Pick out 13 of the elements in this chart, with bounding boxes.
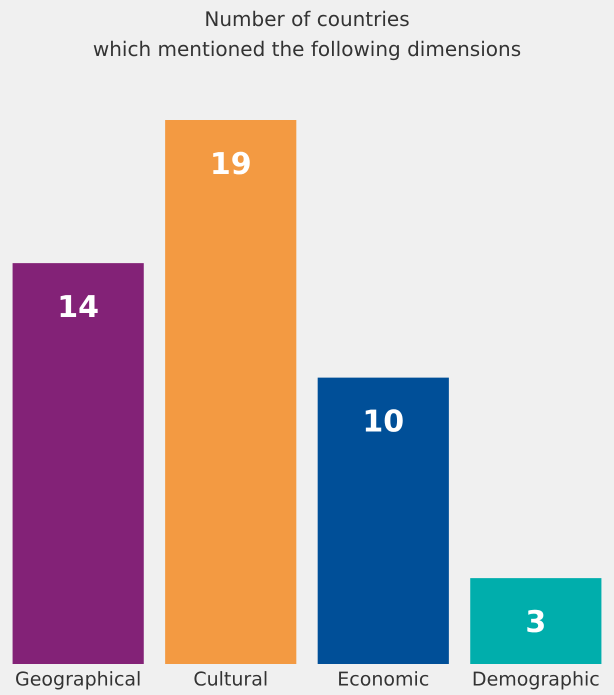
x-tick-label: Demographic <box>472 668 600 690</box>
chart-title: Number of countries which mentioned the following dimensions <box>92 7 522 61</box>
bar <box>165 120 296 664</box>
data-label: 14 <box>57 290 100 326</box>
x-tick-label: Geographical <box>15 668 142 690</box>
bar <box>12 263 144 664</box>
data-label: 10 <box>362 404 404 440</box>
bar <box>470 578 602 664</box>
bar <box>318 378 449 664</box>
data-label: 3 <box>525 605 546 640</box>
x-tick-label: Cultural <box>193 668 268 690</box>
x-tick-label: Economic <box>337 668 430 690</box>
data-label: 19 <box>210 147 252 182</box>
